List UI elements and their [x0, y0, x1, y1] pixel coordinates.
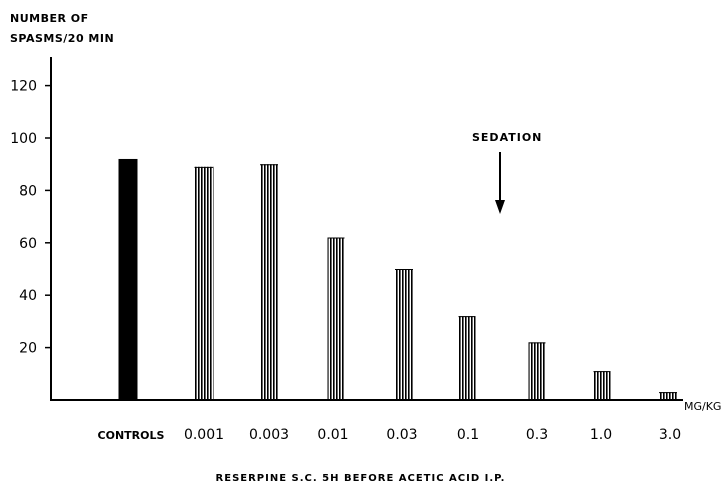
bar-dose-8 — [659, 392, 677, 400]
bar-dose-6 — [528, 342, 546, 400]
y-tick-label: 40 — [19, 288, 37, 304]
y-tick-label: 120 — [10, 79, 37, 95]
x-tick-label: 0.001 — [184, 427, 224, 443]
bar-dose-3 — [327, 237, 345, 400]
y-axis-label-line-2: SPASMS/20 MIN — [10, 32, 115, 45]
sedation-arrow-head — [495, 200, 505, 214]
y-tick-label: 100 — [10, 131, 37, 147]
x-tick-label: 0.3 — [526, 427, 548, 443]
x-tick-label: 3.0 — [659, 427, 681, 443]
bar-controls — [118, 158, 138, 400]
bar-dose-4 — [395, 269, 413, 400]
x-tick-label: 1.0 — [590, 427, 612, 443]
bar-dose-5 — [458, 316, 476, 400]
x-tick-label: 0.003 — [249, 427, 289, 443]
y-axis-label-line-1: NUMBER OF — [10, 12, 89, 25]
x-tick-label: CONTROLS — [98, 429, 165, 442]
x-tick-label: 0.1 — [457, 427, 479, 443]
x-axis-title: RESERPINE S.C. 5H BEFORE ACETIC ACID I.P… — [215, 473, 506, 484]
bar-dose-1 — [194, 166, 214, 400]
y-tick-label: 60 — [19, 236, 37, 252]
bar-dose-2 — [260, 164, 278, 400]
bar-dose-7 — [593, 371, 611, 400]
x-tick-label: 0.01 — [317, 427, 348, 443]
sedation-annotation: SEDATION — [472, 131, 543, 144]
y-tick-label: 20 — [19, 341, 37, 357]
x-tick-label: 0.03 — [386, 427, 417, 443]
x-axis-unit: MG/KG — [684, 400, 721, 413]
y-tick-label: 80 — [19, 183, 37, 199]
